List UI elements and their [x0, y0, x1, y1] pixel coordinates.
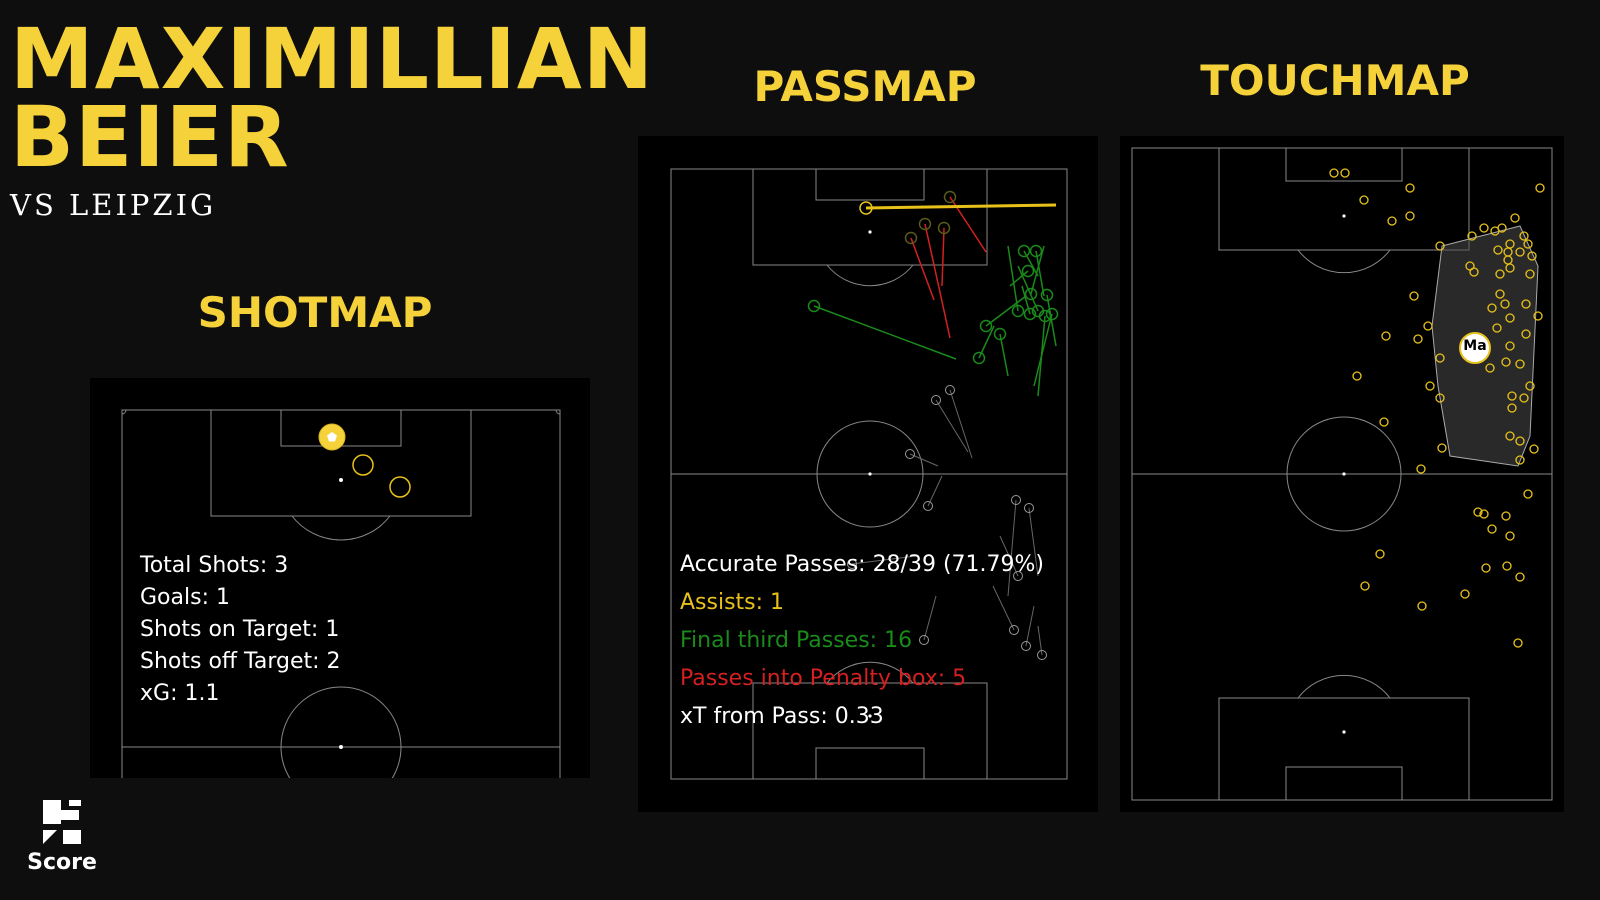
touchmap-panel: Ma	[1120, 136, 1564, 812]
stat-passes-into-penalty-box: Passes into Penalty box: 5	[680, 666, 967, 691]
center-circle	[816, 420, 924, 528]
shotmap-title: SHOTMAP	[197, 288, 433, 337]
passmap-panel: Accurate Passes: 28/39 (71.79%) Assists:…	[638, 136, 1098, 812]
center-circle	[280, 686, 402, 778]
opponent-subtitle: VS LEIPZIG	[10, 188, 217, 222]
passmap-pitch	[670, 168, 1068, 780]
player-last-name: BEIER	[10, 88, 290, 186]
brand-name: Score	[27, 850, 97, 875]
goal-area-top	[1285, 147, 1403, 182]
stat-goals: Goals: 1	[140, 585, 230, 610]
touch-points	[1329, 168, 1545, 648]
touchmap-pitch	[1131, 147, 1553, 801]
stat-shots-off-target: Shots off Target: 2	[140, 649, 341, 674]
average-position-label: Ma	[1463, 338, 1487, 354]
player-name: MAXIMILLIAN BEIER	[10, 10, 655, 186]
shotmap-pitch	[121, 409, 561, 778]
football-icon	[318, 423, 346, 451]
stat-assists: Assists: 1	[680, 590, 785, 615]
stat-final-third-passes: Final third Passes: 16	[680, 628, 913, 653]
goal-area-top	[815, 168, 925, 201]
goal-area-bottom	[1285, 766, 1403, 801]
shotmap-panel: Total Shots: 3 Goals: 1 Shots on Target:…	[90, 378, 590, 778]
goal-area-bottom	[815, 747, 925, 780]
center-circle	[1286, 416, 1402, 532]
brand-logo: Score	[22, 800, 102, 875]
shot-off-target-marker	[389, 476, 411, 498]
stat-shots-on-target: Shots on Target: 1	[140, 617, 340, 642]
penalty-area-bottom	[1218, 697, 1470, 801]
neutral-passes	[847, 385, 1047, 660]
penalty-area	[210, 409, 472, 517]
stat-accurate-passes: Accurate Passes: 28/39 (71.79%)	[680, 552, 1045, 577]
penalty-area-top	[752, 168, 988, 266]
average-position-marker	[1459, 332, 1491, 364]
penalty-arc	[291, 515, 391, 541]
stat-total-shots: Total Shots: 3	[140, 553, 289, 578]
shot-off-target-marker	[352, 454, 374, 476]
assist-pass	[859, 201, 1057, 215]
center-spot	[339, 745, 343, 749]
penalty-spot	[339, 478, 343, 482]
stat-xg: xG: 1.1	[140, 681, 220, 706]
player-first-name: MAXIMILLIAN	[10, 10, 655, 108]
penalty-area-top	[1218, 147, 1470, 251]
passmap-title: PASSMAP	[753, 62, 977, 111]
pass-stats: Accurate Passes: 28/39 (71.79%) Assists:…	[680, 546, 1044, 736]
touchmap-title: TOUCHMAP	[1200, 56, 1470, 105]
final-third-passes	[807, 244, 1059, 397]
shot-stats: Total Shots: 3 Goals: 1 Shots on Target:…	[140, 550, 341, 710]
stat-xt-from-pass: xT from Pass: 0.33	[680, 704, 884, 729]
sofascore-logo-icon	[43, 800, 81, 844]
